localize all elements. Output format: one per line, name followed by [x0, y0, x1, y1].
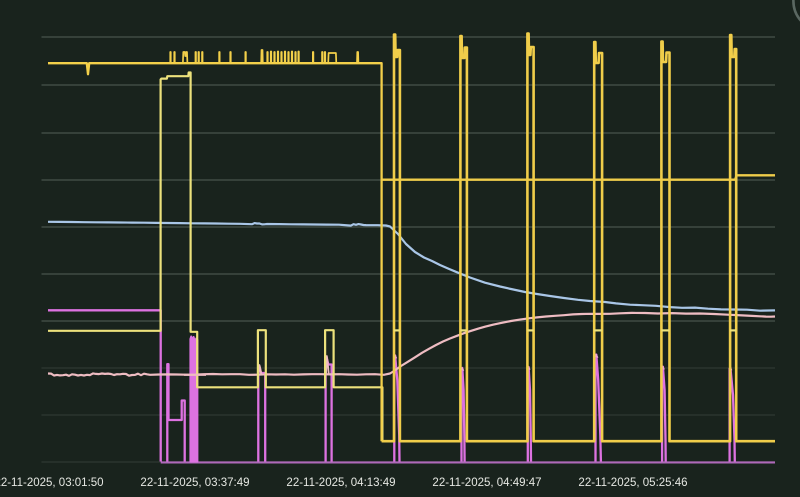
svg-text:22-11-2025, 03:37:49: 22-11-2025, 03:37:49	[140, 477, 249, 489]
svg-text:22-11-2025, 04:13:49: 22-11-2025, 04:13:49	[286, 477, 395, 489]
svg-text:22-11-2025, 03:01:50: 22-11-2025, 03:01:50	[0, 477, 104, 489]
svg-text:22-11-2025, 04:49:47: 22-11-2025, 04:49:47	[432, 477, 541, 489]
svg-text:22-11-2025, 05:25:46: 22-11-2025, 05:25:46	[578, 477, 687, 489]
